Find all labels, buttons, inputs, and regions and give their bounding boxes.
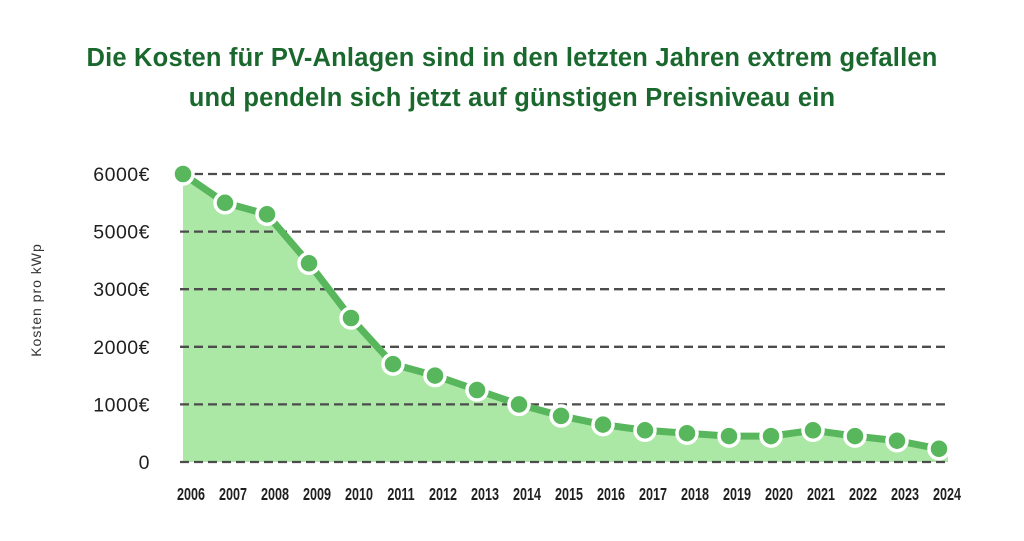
y-tick-label: 0	[139, 452, 150, 474]
x-tick-label: 2011	[387, 485, 415, 505]
data-point-marker	[213, 191, 237, 215]
x-tick-label: 2013	[471, 485, 499, 505]
x-tick-label: 2018	[681, 485, 709, 505]
data-point-marker	[675, 421, 699, 445]
data-point-marker	[381, 352, 405, 376]
data-point-marker	[549, 404, 573, 428]
y-tick-label: 6000€	[93, 164, 150, 186]
y-tick-label: 3000€	[93, 279, 150, 301]
data-point-marker	[843, 424, 867, 448]
data-point-marker	[297, 251, 321, 276]
data-point-marker	[927, 437, 951, 461]
x-tick-label: 2014	[513, 485, 541, 505]
x-tick-label: 2006	[177, 485, 205, 505]
y-tick-label: 1000€	[93, 394, 150, 416]
data-point-marker	[465, 378, 489, 402]
data-point-marker	[759, 424, 783, 448]
x-tick-label: 2010	[345, 485, 373, 505]
x-tick-label: 2015	[555, 485, 583, 505]
data-point-marker	[885, 428, 909, 453]
chart-title-line1: Die Kosten für PV-Anlagen sind in den le…	[86, 44, 938, 72]
x-tick-label: 2017	[639, 485, 667, 505]
data-point-marker	[633, 418, 657, 443]
x-tick-label: 2019	[723, 485, 751, 505]
x-tick-label: 2021	[807, 485, 835, 505]
y-tick-label: 2000€	[93, 337, 150, 359]
x-tick-label: 2016	[597, 485, 625, 505]
x-tick-label: 2008	[261, 485, 289, 505]
chart-title: Die Kosten für PV-Anlagen sind in den le…	[0, 38, 1024, 118]
data-point-marker	[717, 424, 741, 448]
x-tick-label: 2009	[303, 485, 331, 505]
data-point-marker	[507, 392, 531, 417]
x-tick-label: 2020	[765, 485, 793, 505]
data-point-marker	[255, 202, 279, 227]
y-tick-label: 5000€	[93, 222, 150, 244]
x-tick-label: 2023	[891, 485, 919, 505]
x-tick-label: 2022	[849, 485, 877, 505]
data-point-marker	[171, 162, 195, 186]
x-tick-label: 2007	[219, 485, 247, 505]
x-tick-label: 2024	[933, 485, 961, 505]
data-point-marker	[801, 418, 825, 443]
data-point-marker	[423, 363, 447, 388]
x-tick-label: 2012	[429, 485, 457, 505]
chart-title-line2: und pendeln sich jetzt auf günstigen Pre…	[188, 84, 836, 112]
area-fill	[183, 174, 948, 462]
data-point-marker	[591, 412, 615, 437]
data-point-marker	[339, 306, 363, 330]
